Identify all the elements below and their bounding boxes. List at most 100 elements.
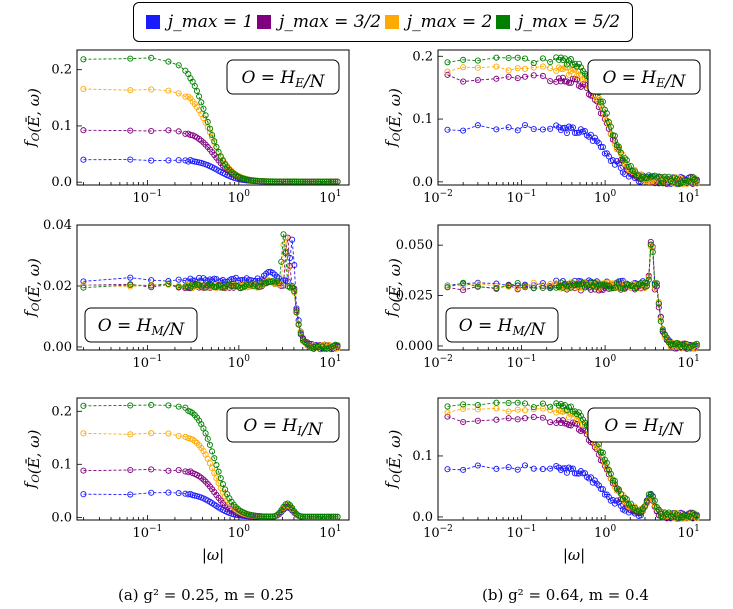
data-point <box>148 401 155 409</box>
data-point <box>639 281 646 288</box>
data-point <box>647 238 654 245</box>
subscript: I <box>657 424 663 438</box>
data-point <box>321 513 328 520</box>
tick-exponent: −1 <box>149 354 162 364</box>
data-point <box>282 178 289 185</box>
tick-base: 10 <box>132 526 149 541</box>
data-point <box>579 470 586 477</box>
data-point <box>530 406 537 413</box>
data-point <box>493 416 500 423</box>
text-run: f <box>382 480 400 489</box>
data-point <box>474 406 481 413</box>
data-point <box>252 512 259 519</box>
tick-label: 0.1 <box>412 112 433 127</box>
data-point <box>629 168 636 175</box>
data-point <box>276 280 283 287</box>
data-point <box>243 176 250 183</box>
data-point <box>571 129 578 137</box>
axes-frame <box>437 49 711 186</box>
series-1 <box>80 466 341 520</box>
data-point <box>286 178 294 185</box>
data-point <box>547 78 554 85</box>
data-point <box>505 54 512 61</box>
text-run: /N <box>300 420 324 440</box>
data-point <box>573 73 580 80</box>
data-point <box>80 282 87 289</box>
data-point <box>530 414 537 421</box>
tick-exponent: 1 <box>694 354 700 364</box>
data-point <box>521 407 529 414</box>
data-point <box>505 124 512 131</box>
data-point <box>291 261 298 269</box>
data-point <box>587 474 594 481</box>
data-point <box>280 241 287 248</box>
tick-base: 10 <box>594 356 611 371</box>
legend-label: j_max = 3/2 <box>279 12 382 32</box>
data-point <box>627 162 634 170</box>
data-point <box>599 449 606 456</box>
data-point <box>593 480 600 487</box>
data-point <box>514 75 521 82</box>
data-point <box>601 150 608 157</box>
data-point <box>304 513 311 520</box>
tick-exponent: 1 <box>336 189 342 199</box>
data-point <box>325 178 332 185</box>
text-run: O = H <box>604 416 659 436</box>
data-point <box>493 465 500 472</box>
tick-label: 0.025 <box>396 289 433 304</box>
data-point <box>521 284 529 291</box>
text-run: O = H <box>98 316 153 336</box>
data-point <box>127 87 134 94</box>
data-point <box>613 497 620 504</box>
tick-exponent: 0 <box>244 354 250 364</box>
math-label: O = HE/N <box>241 68 325 92</box>
data-point <box>284 234 291 241</box>
tick-base: 10 <box>423 356 440 371</box>
text-run: (Ē, ω) <box>386 430 404 475</box>
data-point <box>599 486 606 493</box>
data-point <box>297 178 304 185</box>
text-run: f <box>21 309 39 318</box>
series-0 <box>444 462 700 522</box>
data-point <box>271 178 278 185</box>
data-point <box>687 179 694 186</box>
data-point <box>260 178 268 185</box>
data-point <box>211 455 218 462</box>
data-point <box>148 86 155 93</box>
series-2 <box>80 430 341 520</box>
data-point <box>444 409 451 416</box>
data-point <box>539 466 546 473</box>
data-point <box>530 126 537 133</box>
tick-label: 100 <box>594 524 617 541</box>
data-point <box>514 416 521 423</box>
data-point <box>539 414 546 421</box>
data-point <box>127 127 134 134</box>
tick-label: 0.050 <box>396 238 433 253</box>
data-point <box>278 258 285 265</box>
tick-exponent: 0 <box>244 524 250 534</box>
data-point <box>573 417 580 424</box>
data-point <box>569 124 576 131</box>
tick-label: 100 <box>594 189 617 206</box>
tick-base: 10 <box>228 526 245 541</box>
data-point <box>559 66 566 73</box>
subscript: E <box>294 76 304 90</box>
math-label: O = HE/N <box>602 68 686 92</box>
data-point <box>200 425 207 432</box>
tick-exponent: −1 <box>523 189 536 199</box>
tick-base: 10 <box>507 526 524 541</box>
text-run: O = H <box>243 416 298 436</box>
data-point <box>332 341 339 348</box>
series-line <box>83 129 338 183</box>
data-point <box>460 279 467 286</box>
data-point <box>561 124 568 131</box>
data-point <box>304 178 311 185</box>
data-point <box>276 178 283 185</box>
data-point <box>643 282 650 290</box>
subscript: E <box>655 76 665 90</box>
data-point <box>80 85 87 93</box>
data-point <box>310 513 317 520</box>
data-point <box>514 399 521 406</box>
data-point <box>633 172 640 179</box>
